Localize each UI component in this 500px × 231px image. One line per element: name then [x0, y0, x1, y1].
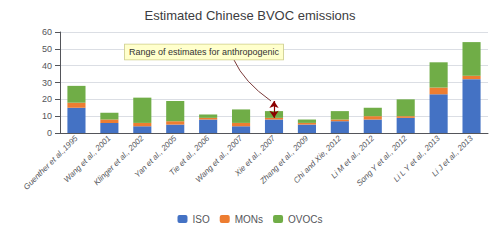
svg-text:MONs: MONs — [235, 214, 263, 225]
svg-text:20: 20 — [42, 94, 52, 104]
svg-text:Li J et al., 2013: Li J et al., 2013 — [430, 133, 475, 178]
svg-text:Li M et al., 2012: Li M et al., 2012 — [329, 133, 376, 181]
svg-text:Klinger et al., 2002: Klinger et al., 2002 — [92, 133, 146, 188]
svg-text:Xie et al., 2007: Xie et al., 2007 — [233, 133, 278, 178]
svg-text:Range of estimates for anthrop: Range of estimates for anthropogenic — [129, 47, 280, 57]
svg-text:Wang et al., 2001: Wang et al., 2001 — [62, 133, 113, 185]
svg-text:10: 10 — [42, 111, 52, 121]
svg-text:Li L Y et al., 2013: Li L Y et al., 2013 — [391, 133, 442, 184]
svg-text:Wang et al., 2007: Wang et al., 2007 — [193, 133, 245, 185]
svg-text:60: 60 — [42, 27, 52, 37]
svg-text:Zhang et al., 2009: Zhang et al., 2009 — [258, 133, 311, 186]
svg-text:Yan et al., 2005: Yan et al., 2005 — [132, 133, 179, 180]
svg-text:Tie et al., 2006: Tie et al., 2006 — [167, 133, 212, 178]
svg-text:Song Y et al., 2012: Song Y et al., 2012 — [354, 133, 409, 188]
svg-text:Chi and Xie, 2012: Chi and Xie, 2012 — [291, 133, 343, 186]
svg-text:40: 40 — [42, 61, 52, 71]
svg-text:50: 50 — [42, 44, 52, 54]
svg-text:OVOCs: OVOCs — [288, 214, 322, 225]
svg-text:0: 0 — [47, 128, 52, 138]
svg-text:Guenther et al.,1995: Guenther et al.,1995 — [22, 133, 80, 191]
svg-text:Estimated Chinese BVOC emissio: Estimated Chinese BVOC emissions — [145, 8, 356, 23]
svg-text:30: 30 — [42, 78, 52, 88]
svg-text:ISO: ISO — [192, 214, 209, 225]
